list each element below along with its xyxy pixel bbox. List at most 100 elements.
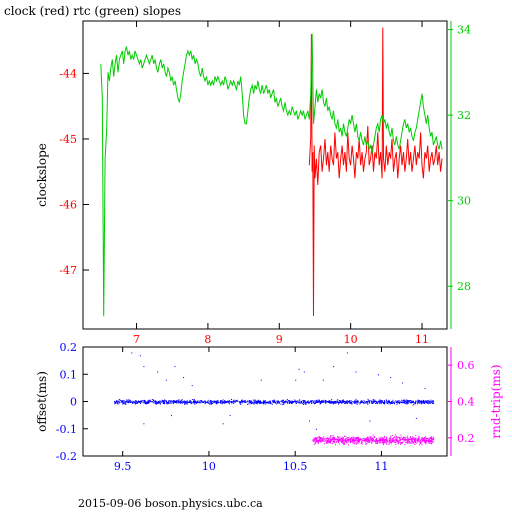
scatter-point [345, 439, 347, 441]
scatter-point [341, 440, 343, 442]
scatter-point [142, 402, 144, 404]
scatter-point [207, 401, 209, 402]
scatter-point [317, 439, 319, 441]
scatter-point [418, 402, 420, 404]
scatter-point [332, 439, 334, 441]
scatter-point [350, 400, 352, 402]
scatter-point [366, 400, 368, 402]
scatter-point [318, 436, 320, 438]
scatter-point [298, 401, 300, 403]
scatter-point [121, 401, 123, 403]
scatter-point [370, 400, 372, 401]
scatter-point [316, 402, 318, 403]
scatter-point [433, 436, 435, 438]
scatter-point [427, 399, 429, 401]
scatter-point [382, 442, 384, 444]
scatter-point [397, 400, 399, 402]
scatter-point [351, 403, 353, 405]
scatter-point [250, 403, 252, 405]
scatter-point [257, 399, 259, 401]
scatter-point [371, 403, 373, 404]
scatter-point [341, 442, 343, 444]
scatter-point [364, 439, 366, 441]
scatter-point [358, 442, 360, 444]
scatter-point [184, 403, 186, 405]
scatter-point [372, 439, 374, 441]
scatter-point [222, 399, 224, 401]
top-y2-tick-label: 32 [457, 109, 471, 122]
top-panel: 7 8 9 10 11 -44 -45 -46 -47 28 30 32 34 clockslope [35, 20, 471, 346]
scatter-point [178, 401, 180, 403]
scatter-point [359, 402, 361, 404]
scatter-point [236, 399, 238, 401]
scatter-point [203, 401, 205, 403]
scatter-point [153, 402, 155, 404]
scatter-point [372, 434, 374, 436]
scatter-point [356, 403, 358, 405]
scatter-point [162, 400, 164, 402]
scatter-point [142, 399, 144, 401]
scatter-point [262, 402, 264, 404]
scatter-point [326, 441, 328, 442]
scatter-point [301, 402, 303, 404]
scatter-point [214, 401, 216, 403]
scatter-point [383, 438, 385, 440]
scatter-point [357, 400, 358, 402]
scatter-point [184, 400, 186, 402]
scatter-point [361, 443, 363, 445]
scatter-point [308, 401, 310, 403]
scatter-series-rnd-trip [312, 434, 435, 446]
scatter-point [341, 402, 343, 404]
scatter-point [287, 402, 288, 404]
scatter-point [356, 442, 358, 444]
scatter-point [401, 442, 403, 444]
scatter-point-outlier [322, 379, 324, 381]
scatter-point [327, 437, 329, 439]
scatter-point-outlier [355, 371, 357, 373]
scatter-point [322, 440, 324, 442]
scatter-point [215, 400, 217, 402]
scatter-point [159, 402, 161, 404]
scatter-point [344, 401, 346, 403]
scatter-point [422, 400, 424, 402]
scatter-point [357, 401, 358, 402]
scatter-point [188, 402, 190, 404]
chart-title: clock (red) rtc (green) slopes [4, 4, 182, 18]
scatter-point [390, 402, 392, 404]
scatter-point [128, 399, 130, 401]
scatter-point [319, 437, 321, 439]
scatter-point [384, 440, 386, 442]
scatter-point [155, 402, 157, 404]
scatter-point [417, 402, 419, 404]
bottom-x-tick-label: 11 [374, 460, 388, 473]
scatter-point [383, 444, 384, 445]
top-x-tick-label: 10 [344, 333, 358, 346]
scatter-point [358, 437, 360, 439]
scatter-point [258, 401, 260, 402]
scatter-point [190, 403, 192, 405]
scatter-point [116, 400, 117, 402]
scatter-point [136, 402, 138, 404]
scatter-point [357, 441, 359, 442]
scatter-point [144, 400, 146, 402]
scatter-point [334, 442, 336, 444]
scatter-point [418, 438, 419, 440]
scatter-point [422, 437, 424, 439]
scatter-point [335, 438, 337, 440]
scatter-point [313, 439, 315, 441]
scatter-point [386, 436, 388, 438]
scatter-point [376, 440, 378, 441]
scatter-point [194, 401, 196, 403]
scatter-point [275, 402, 276, 404]
scatter-point [384, 436, 385, 437]
scatter-point [128, 401, 130, 403]
scatter-point [400, 442, 402, 444]
scatter-point [340, 440, 342, 442]
scatter-point [197, 401, 199, 403]
scatter-point [345, 402, 347, 404]
scatter-point [404, 399, 406, 401]
top-y-tick-label: -47 [59, 264, 77, 277]
scatter-point [194, 400, 196, 402]
scatter-point [378, 440, 380, 442]
scatter-point [234, 402, 236, 403]
